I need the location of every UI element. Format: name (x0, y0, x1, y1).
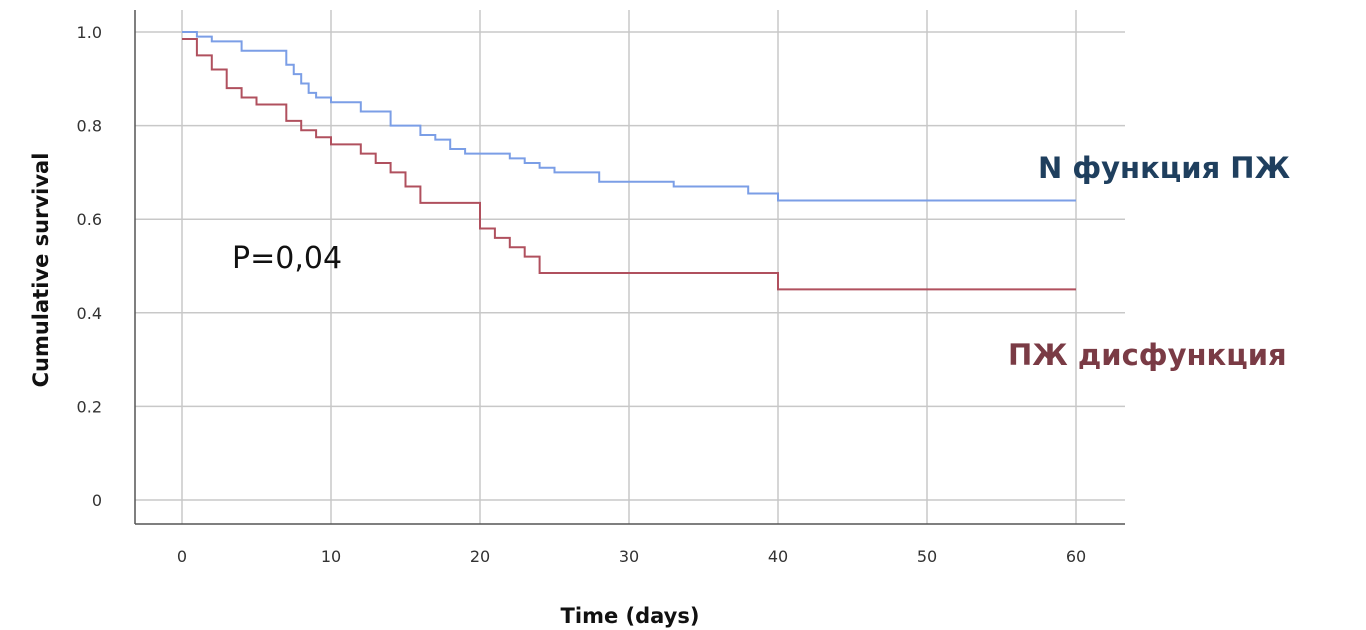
y-tick-label-2: 0.4 (77, 304, 102, 323)
tick-labels: 0 10 20 30 40 50 60 0 0.2 0.4 0.6 0.8 1.0 (77, 23, 1087, 566)
vertical-gridlines (181, 10, 1077, 524)
y-tick-label-1: 0.2 (77, 397, 102, 416)
series-line-0 (182, 31, 1076, 202)
x-tick-label-4: 40 (768, 547, 788, 566)
horizontal-gridlines (135, 31, 1125, 501)
x-tick-label-6: 60 (1066, 547, 1086, 566)
series-line-1 (182, 38, 1076, 291)
x-tick-label-3: 30 (619, 547, 639, 566)
series-label-rv-dysfunction: ПЖ дисфункция (1008, 338, 1287, 372)
x-tick-label-2: 20 (470, 547, 490, 566)
y-tick-label-0: 0 (92, 491, 102, 510)
series-label-normal-rv-function: N функция ПЖ (1038, 151, 1291, 185)
y-axis-title: Cumulative survival (29, 153, 53, 388)
x-axis-title: Time (days) (561, 604, 700, 628)
x-tick-label-0: 0 (177, 547, 187, 566)
x-tick-label-1: 10 (321, 547, 341, 566)
y-tick-label-3: 0.6 (77, 210, 102, 229)
p-value-annotation: P=0,04 (232, 241, 342, 276)
y-tick-label-5: 1.0 (77, 23, 102, 42)
y-tick-label-4: 0.8 (77, 117, 102, 136)
axes (134, 10, 1125, 525)
series-lines (182, 31, 1076, 291)
x-tick-label-5: 50 (917, 547, 937, 566)
